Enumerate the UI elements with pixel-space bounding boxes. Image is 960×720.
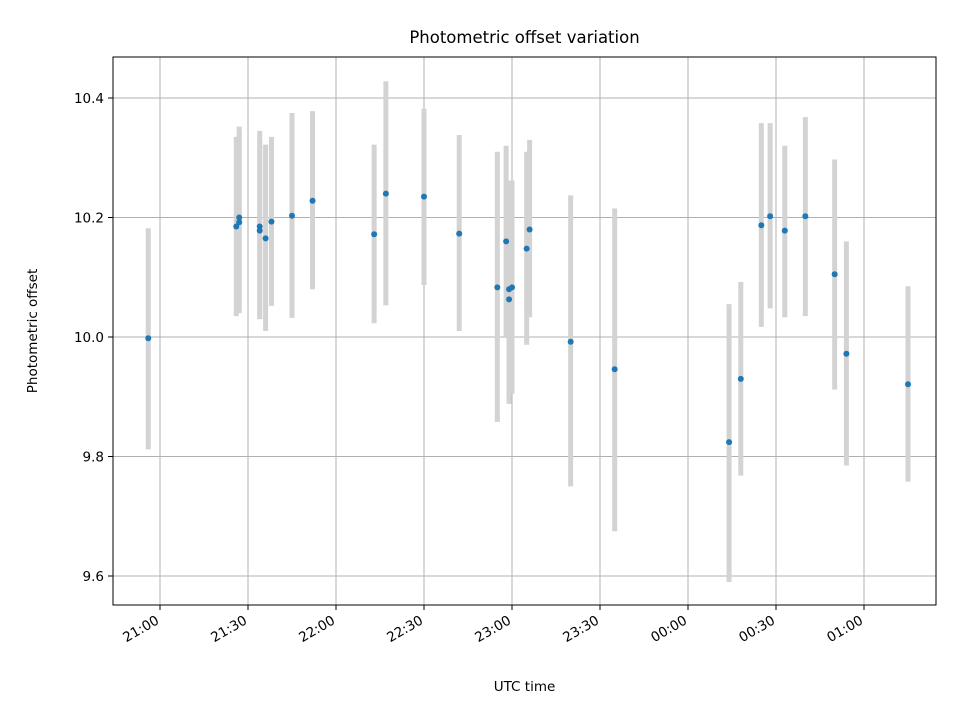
data-point	[905, 381, 911, 388]
x-axis-ticks: 21:00 21:30 22:00 22:30 23:00 23:30 00:00 00:30…	[120, 605, 866, 646]
x-axis-label: UTC time	[494, 679, 556, 695]
x-tick-label: 22:30	[384, 613, 426, 646]
chart-title: Photometric offset variation	[409, 28, 639, 47]
data-points	[145, 190, 911, 446]
data-point	[509, 284, 515, 291]
data-point	[494, 284, 501, 291]
y-tick-label: 9.8	[83, 450, 104, 466]
x-tick-label: 23:00	[472, 613, 514, 646]
data-point	[726, 439, 733, 446]
data-point	[506, 296, 513, 303]
data-point	[456, 230, 463, 237]
data-point	[611, 366, 618, 373]
y-tick-label: 10.0	[74, 330, 104, 346]
data-point	[526, 226, 533, 233]
data-point	[236, 214, 243, 221]
y-axis-label: Photometric offset	[25, 269, 41, 393]
data-point	[523, 245, 530, 252]
error-bars	[145, 81, 911, 582]
x-tick-label: 21:30	[208, 613, 250, 646]
y-axis-ticks: 9.6 9.8 10.0 10.2 10.4	[74, 91, 113, 585]
x-tick-label: 23:30	[560, 613, 602, 646]
data-point	[309, 197, 316, 204]
data-point	[843, 350, 850, 357]
data-point	[802, 213, 809, 220]
data-point	[758, 222, 765, 229]
y-tick-label: 10.4	[74, 91, 104, 107]
data-point	[567, 338, 574, 345]
data-point	[371, 231, 378, 238]
data-point	[256, 227, 263, 234]
data-point	[421, 193, 427, 200]
y-tick-label: 9.6	[83, 569, 104, 585]
data-point	[289, 212, 295, 219]
data-point	[831, 271, 838, 278]
data-point	[767, 213, 774, 220]
y-tick-label: 10.2	[74, 211, 104, 227]
data-point	[256, 223, 263, 230]
plot-frame	[112, 56, 937, 606]
x-tick-label: 00:30	[736, 613, 778, 646]
x-tick-label: 22:00	[296, 613, 338, 646]
data-point	[233, 223, 240, 230]
data-point	[737, 375, 744, 382]
data-point	[503, 238, 510, 245]
data-point	[145, 335, 152, 342]
data-point	[236, 219, 243, 226]
x-tick-label: 21:00	[120, 613, 162, 646]
data-point	[781, 227, 788, 234]
data-point	[268, 218, 275, 225]
data-point	[262, 235, 269, 242]
data-point	[382, 190, 389, 197]
x-tick-label: 00:00	[648, 613, 690, 646]
x-tick-label: 01:00	[824, 613, 866, 646]
